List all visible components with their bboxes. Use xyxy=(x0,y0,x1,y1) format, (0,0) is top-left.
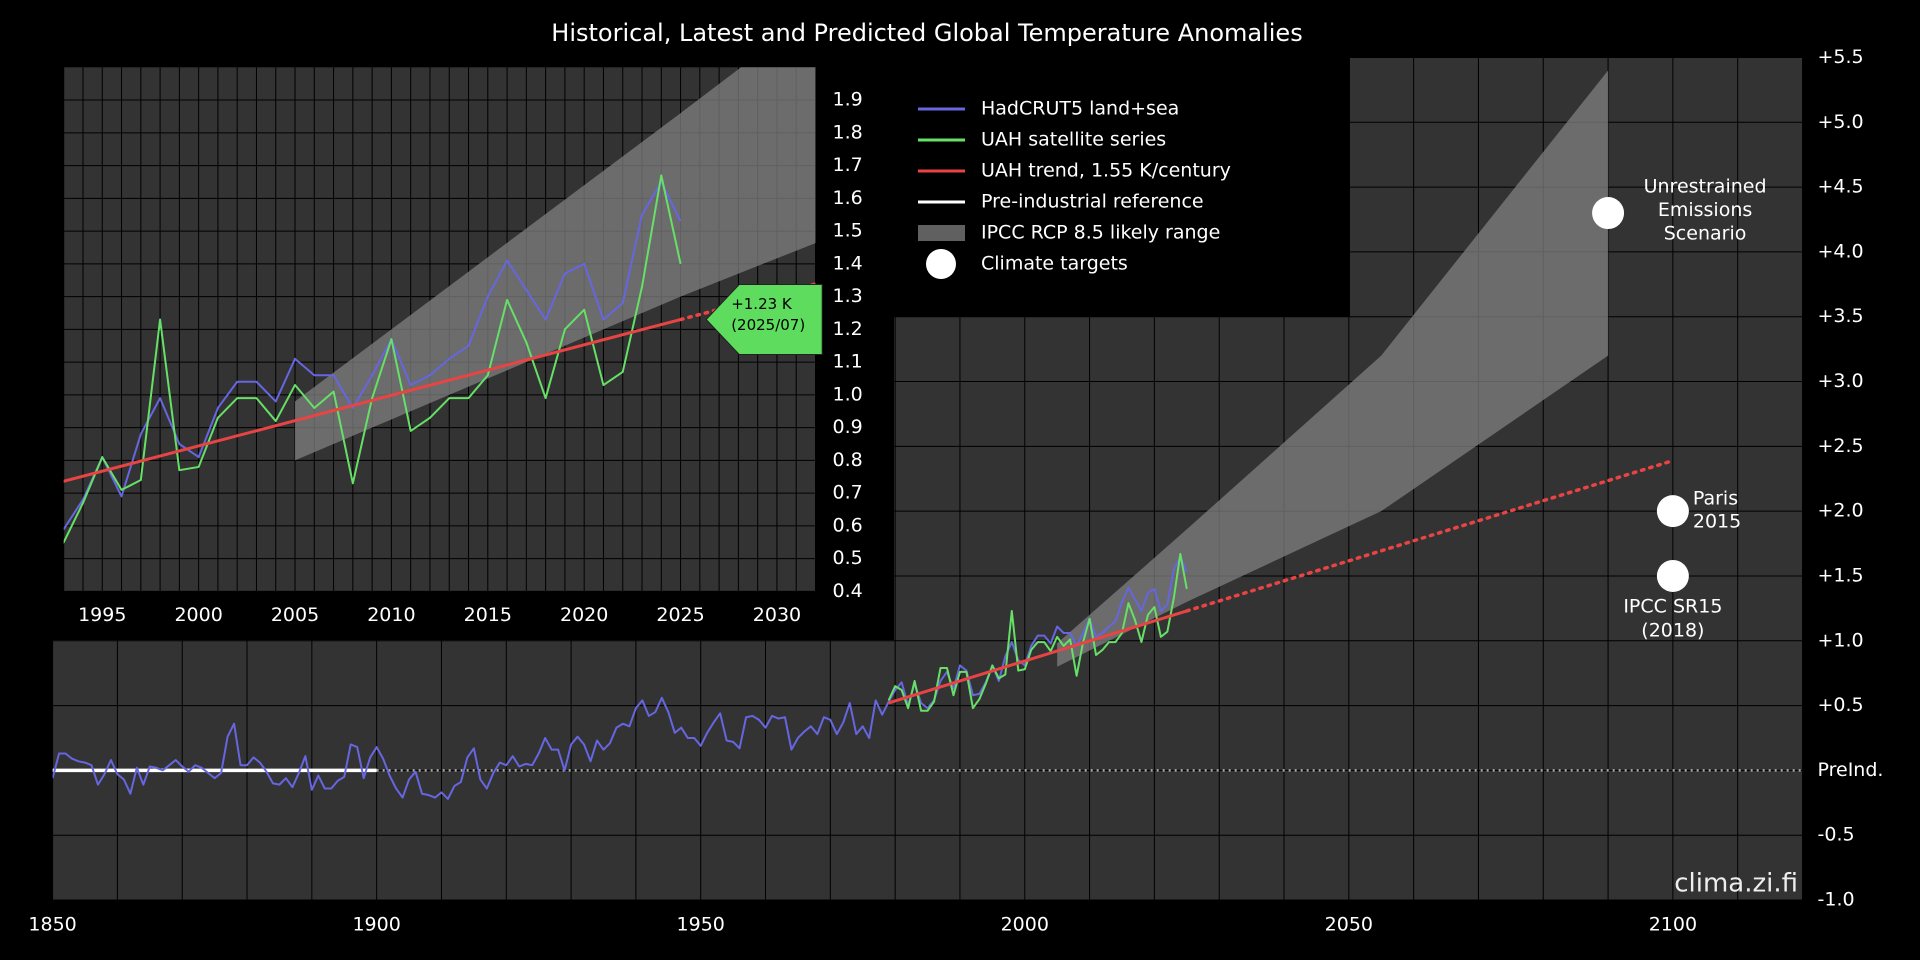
x-tick-label: 1900 xyxy=(352,914,400,936)
y-tick-label: 1.1 xyxy=(833,351,863,373)
y-tick-label: 1.3 xyxy=(833,285,863,307)
x-tick-label: 2025 xyxy=(656,604,704,626)
legend-label: HadCRUT5 land+sea xyxy=(981,98,1179,120)
target-label: Emissions xyxy=(1658,199,1752,221)
y-tick-label: 0.7 xyxy=(833,482,863,504)
legend-label: UAH satellite series xyxy=(981,129,1166,151)
y-tick-label: 1.6 xyxy=(833,187,863,209)
x-tick-label: 2000 xyxy=(174,604,222,626)
y-tick-label: +5.0 xyxy=(1818,111,1864,133)
y-tick-label: +2.5 xyxy=(1818,435,1864,457)
legend-label: Pre-industrial reference xyxy=(981,191,1204,213)
y-tick-label: 0.4 xyxy=(833,580,863,602)
annotation-arrow xyxy=(705,284,823,356)
target-label: (2018) xyxy=(1641,619,1704,641)
target-point xyxy=(1656,495,1689,528)
inset-plot: 0.4 0.5 0.6 0.7 0.8 0.9 1.0 1.1 1.2 1.3 1.4 1.5 1.6 1… xyxy=(63,67,863,626)
legend: HadCRUT5 land+sea UAH satellite series UAH… xyxy=(918,98,1231,279)
y-tick-label: -1.0 xyxy=(1818,889,1855,911)
y-tick-label: +4.5 xyxy=(1818,176,1864,198)
main-data: UnrestrainedEmissionsScenarioParis2015IP… xyxy=(52,70,1803,800)
range-band xyxy=(295,67,816,461)
y-tick-label: 0.5 xyxy=(833,547,863,569)
y-tick-label: 1.9 xyxy=(833,89,863,111)
x-tick-label: 2010 xyxy=(367,604,415,626)
trend-projection xyxy=(1185,458,1675,613)
x-tick-label: 2050 xyxy=(1325,914,1373,936)
target-label: Paris xyxy=(1693,488,1738,510)
y-tick-label: 1.2 xyxy=(833,318,863,340)
series-line xyxy=(63,174,682,544)
legend-swatch xyxy=(918,225,965,241)
target-label: Scenario xyxy=(1664,223,1747,245)
y-tick-label: +3.5 xyxy=(1818,305,1864,327)
range-band xyxy=(1057,70,1609,667)
legend-label: IPCC RCP 8.5 likely range xyxy=(981,222,1220,244)
y-tick-label: PreInd. xyxy=(1818,759,1884,781)
trend-line xyxy=(888,609,1188,705)
inset-data xyxy=(63,67,816,544)
y-tick-label: 0.6 xyxy=(833,514,863,536)
y-tick-label: 1.0 xyxy=(833,383,863,405)
x-tick-label: 1950 xyxy=(677,914,725,936)
y-tick-label: +2.0 xyxy=(1818,500,1864,522)
x-tick-label: 2015 xyxy=(464,604,512,626)
target-label: Unrestrained xyxy=(1644,176,1767,198)
legend-label: UAH trend, 1.55 K/century xyxy=(981,160,1231,182)
y-tick-label: 1.4 xyxy=(833,252,863,274)
legend-background xyxy=(894,0,1350,317)
x-tick-label: 2030 xyxy=(753,604,801,626)
y-tick-label: +3.0 xyxy=(1818,370,1864,392)
x-tick-label: 1995 xyxy=(78,604,126,626)
y-tick-label: +4.0 xyxy=(1818,240,1864,262)
target-label: 2015 xyxy=(1693,511,1741,533)
y-tick-label: 0.8 xyxy=(833,449,863,471)
legend-label: Climate targets xyxy=(981,253,1128,275)
y-tick-label: +0.5 xyxy=(1818,694,1864,716)
x-tick-label: 2000 xyxy=(1001,914,1049,936)
legend-swatch xyxy=(926,249,956,279)
y-tick-label: 1.8 xyxy=(833,121,863,143)
x-tick-label: 2005 xyxy=(271,604,319,626)
y-tick-label: 0.9 xyxy=(833,416,863,438)
target-label: IPCC SR15 xyxy=(1623,595,1722,617)
watermark: clima.zi.fi xyxy=(1674,869,1798,899)
x-tick-label: 1850 xyxy=(28,914,76,936)
x-tick-label: 2100 xyxy=(1649,914,1697,936)
x-tick-label: 2020 xyxy=(560,604,608,626)
trend-line xyxy=(63,318,681,483)
target-point xyxy=(1656,559,1689,592)
series-line xyxy=(63,180,682,531)
target-point xyxy=(1592,197,1625,230)
annotation-text: (2025/07) xyxy=(731,316,805,334)
y-tick-label: +1.5 xyxy=(1818,564,1864,586)
y-tick-label: 1.7 xyxy=(833,154,863,176)
y-tick-label: +1.0 xyxy=(1818,629,1864,651)
y-tick-label: 1.5 xyxy=(833,220,863,242)
y-tick-label: +5.5 xyxy=(1818,46,1864,68)
annotation-text: +1.23 K xyxy=(731,295,793,313)
y-tick-label: -0.5 xyxy=(1818,824,1855,846)
chart-title: Historical, Latest and Predicted Global … xyxy=(551,19,1302,47)
